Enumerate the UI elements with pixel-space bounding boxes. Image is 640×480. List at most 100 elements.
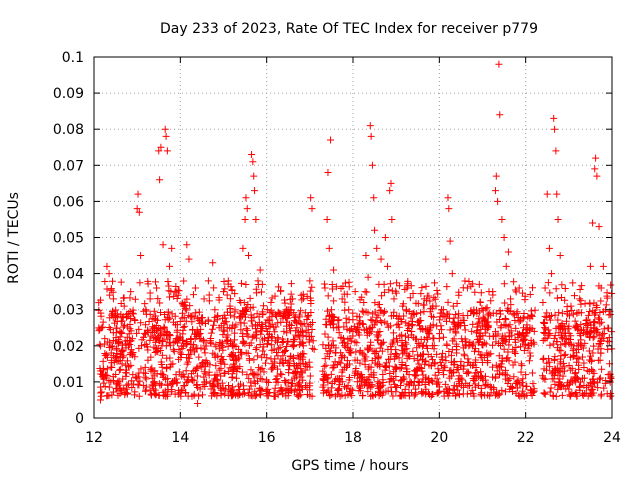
data-point xyxy=(510,373,518,381)
data-point xyxy=(164,308,172,316)
data-point xyxy=(575,355,583,363)
data-point xyxy=(424,328,432,336)
data-point xyxy=(439,312,447,320)
data-point xyxy=(594,314,602,322)
data-point xyxy=(265,336,273,344)
data-point xyxy=(278,386,286,394)
data-point xyxy=(502,262,510,270)
data-point xyxy=(558,391,566,399)
data-point xyxy=(260,302,268,310)
data-point xyxy=(353,339,361,347)
data-point xyxy=(273,338,281,346)
data-point xyxy=(320,370,328,378)
data-point xyxy=(323,215,331,223)
data-point xyxy=(565,322,573,330)
data-point xyxy=(96,396,104,404)
data-point xyxy=(398,331,406,339)
data-point xyxy=(484,323,492,331)
data-point xyxy=(330,314,338,321)
data-point xyxy=(232,321,240,329)
data-point xyxy=(327,347,335,355)
data-point xyxy=(585,311,593,319)
data-point xyxy=(442,317,450,325)
data-point xyxy=(193,326,201,334)
data-point xyxy=(520,347,528,355)
data-point xyxy=(228,286,236,294)
data-point xyxy=(510,278,518,286)
data-point xyxy=(576,386,584,394)
data-point xyxy=(216,357,224,365)
data-point xyxy=(309,337,317,345)
data-point xyxy=(498,357,506,365)
data-point xyxy=(479,313,487,321)
data-point xyxy=(403,350,411,358)
data-point xyxy=(150,343,158,351)
data-point xyxy=(570,292,578,300)
data-point xyxy=(529,388,537,396)
data-point xyxy=(367,341,375,349)
data-point xyxy=(529,380,537,388)
data-point xyxy=(185,255,193,263)
data-point xyxy=(512,379,520,387)
data-point xyxy=(546,316,554,324)
data-point xyxy=(297,365,305,373)
data-point xyxy=(276,309,284,317)
data-point xyxy=(207,329,215,337)
data-point xyxy=(193,332,201,340)
data-point xyxy=(239,244,247,252)
data-point xyxy=(324,292,332,300)
data-point xyxy=(401,392,409,399)
data-point xyxy=(298,296,306,304)
axis-ticks xyxy=(93,56,613,419)
data-point xyxy=(463,284,471,292)
data-point xyxy=(451,392,459,400)
data-point xyxy=(157,308,165,316)
data-point xyxy=(268,320,276,328)
data-point xyxy=(279,335,287,343)
data-point xyxy=(491,328,499,336)
data-point xyxy=(231,329,239,337)
data-point xyxy=(101,350,109,358)
data-point xyxy=(224,277,232,285)
data-point xyxy=(584,321,592,329)
data-point xyxy=(255,313,263,321)
data-point xyxy=(253,289,261,297)
data-point xyxy=(440,371,448,379)
chart-title: Day 233 of 2023, Rate Of TEC Index for r… xyxy=(160,21,538,37)
data-point xyxy=(386,370,394,378)
data-point xyxy=(180,277,188,285)
data-point xyxy=(512,344,520,352)
data-point xyxy=(565,380,573,388)
data-point xyxy=(137,365,145,373)
data-point xyxy=(270,345,278,353)
data-point xyxy=(278,371,286,379)
data-point xyxy=(103,351,111,359)
data-point xyxy=(526,291,534,299)
data-point xyxy=(150,389,158,397)
data-point xyxy=(117,387,125,395)
data-point xyxy=(267,355,275,363)
x-tick-label: 24 xyxy=(603,430,621,446)
data-point xyxy=(503,306,511,314)
data-point xyxy=(433,350,441,358)
data-point xyxy=(410,392,418,400)
data-point xyxy=(306,392,314,400)
data-point xyxy=(244,389,252,397)
data-point xyxy=(354,370,362,378)
data-point xyxy=(209,349,217,357)
data-point xyxy=(135,325,143,333)
data-point xyxy=(109,373,117,381)
data-point xyxy=(192,345,200,353)
data-point xyxy=(467,282,475,290)
data-point xyxy=(128,309,136,317)
data-point xyxy=(170,338,178,346)
data-point xyxy=(338,353,346,361)
data-point xyxy=(116,365,124,373)
data-point xyxy=(301,360,309,368)
data-point xyxy=(409,347,417,355)
data-point xyxy=(375,331,383,339)
data-point xyxy=(322,361,330,369)
data-point xyxy=(456,322,464,330)
data-point xyxy=(577,300,585,308)
data-point xyxy=(166,262,174,270)
